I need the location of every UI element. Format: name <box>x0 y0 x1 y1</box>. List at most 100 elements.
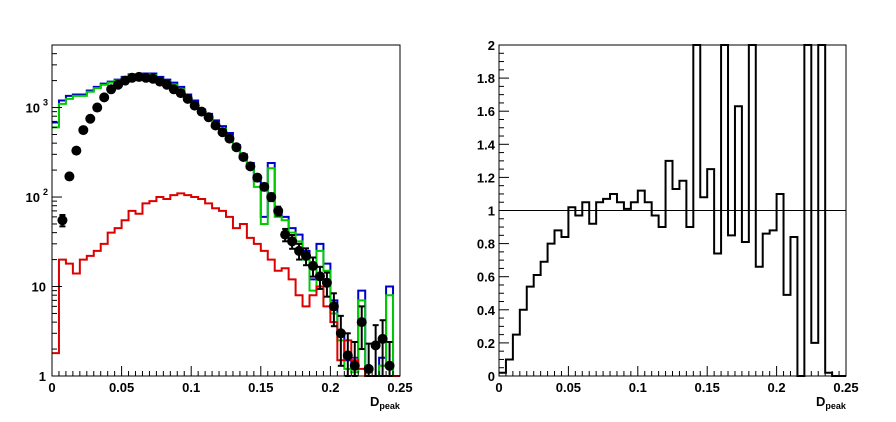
data-marker <box>356 317 367 328</box>
data-point <box>321 271 332 298</box>
y-tick-label: 2 <box>488 38 495 53</box>
data-point <box>328 292 339 328</box>
y-tick-label: 1.8 <box>477 71 495 86</box>
data-point <box>273 205 284 217</box>
data-marker <box>99 92 110 103</box>
data-point <box>287 234 298 250</box>
x-tick-label: 0.1 <box>629 380 647 395</box>
x-axis-title-subscript: peak <box>825 401 847 411</box>
data-marker <box>231 142 242 153</box>
data-point <box>335 314 346 367</box>
data-point <box>356 305 367 351</box>
data-marker <box>71 145 82 156</box>
data-marker <box>196 106 207 117</box>
data-point <box>217 127 228 138</box>
x-axis-title-main: D <box>370 394 379 409</box>
data-point <box>245 161 256 172</box>
y-tick-label: 0 <box>488 369 495 384</box>
x-axis-title-subscript: peak <box>379 401 401 411</box>
data-marker <box>335 328 346 339</box>
data-marker <box>203 112 214 123</box>
x-tick-label: 0.25 <box>833 380 858 395</box>
x-tick-label: 0.2 <box>321 380 339 395</box>
data-point <box>175 88 186 99</box>
data-point <box>252 172 263 183</box>
data-point <box>78 125 89 136</box>
x-tick-label: 0.05 <box>109 380 134 395</box>
data-marker <box>210 120 221 131</box>
data-marker <box>245 161 256 172</box>
y-tick-label: 1.2 <box>477 170 495 185</box>
y-tick-label: 10 <box>26 190 40 205</box>
data-point <box>259 181 270 192</box>
data-marker <box>92 102 103 113</box>
data-marker <box>342 350 353 361</box>
data-marker <box>238 152 249 163</box>
x-axis-title: Dpeak <box>816 394 847 411</box>
y-tick-label: 0.8 <box>477 237 495 252</box>
x-tick-label: 0.15 <box>695 380 720 395</box>
data-marker <box>328 301 339 312</box>
data-marker <box>314 271 325 282</box>
data-point <box>57 213 68 228</box>
y-tick-label: 1 <box>488 204 495 219</box>
data-marker <box>85 113 96 124</box>
data-marker <box>78 125 89 136</box>
x-tick-label: 0.05 <box>556 380 581 395</box>
y-tick-label: 0.6 <box>477 270 495 285</box>
data-marker <box>57 215 68 226</box>
data-marker <box>294 245 305 256</box>
data-point <box>294 242 305 261</box>
x-tick-label: 0.1 <box>182 380 200 395</box>
x-axis-title: Dpeak <box>370 394 401 411</box>
data-marker <box>301 250 312 261</box>
y-tick-label: 1.4 <box>477 137 496 152</box>
data-point <box>71 145 82 156</box>
x-tick-label: 0 <box>495 380 502 395</box>
right-panel-ratio: 0 0.05 0.1 0.15 0.2 0.25Dpeak00.20.40.60.811.… <box>477 38 859 411</box>
y-tick-label: 0.2 <box>477 336 495 351</box>
data-marker <box>182 93 193 104</box>
data-marker <box>252 172 263 183</box>
x-axis-title-main: D <box>816 394 825 409</box>
data-marker <box>266 192 277 203</box>
y-tick-label-exponent: 3 <box>43 98 48 108</box>
data-marker <box>321 277 332 288</box>
data-marker <box>64 171 75 182</box>
data-marker <box>384 360 395 371</box>
data-point <box>203 112 214 123</box>
data-marker <box>280 229 291 240</box>
x-tick-label: 0 <box>48 380 55 395</box>
data-point <box>210 120 221 131</box>
series-0-1-step <box>52 73 400 377</box>
data-marker <box>349 360 360 371</box>
y-tick-label: 1.6 <box>477 104 495 119</box>
data-marker <box>259 181 270 192</box>
data-point <box>280 227 291 243</box>
data-point <box>231 142 242 153</box>
data-point <box>189 100 200 111</box>
data-marker <box>363 363 374 374</box>
data-point <box>314 265 325 290</box>
data-marker <box>377 333 388 344</box>
x-tick-label: 0.25 <box>387 380 412 395</box>
data-point <box>64 171 75 182</box>
y-tick-label: 1 <box>39 369 46 384</box>
y-tick-label: 10 <box>32 280 46 295</box>
data-point <box>266 192 277 203</box>
data-marker <box>308 260 318 271</box>
data-point <box>238 152 249 163</box>
series-1-0-step <box>499 44 846 377</box>
data-marker <box>224 133 235 144</box>
data-marker <box>370 340 381 351</box>
data-point <box>224 133 235 144</box>
data-marker <box>189 100 200 111</box>
data-point <box>301 247 312 267</box>
data-point <box>182 93 193 104</box>
data-point <box>196 106 207 117</box>
data-marker <box>287 236 298 247</box>
data-marker <box>175 88 186 99</box>
x-tick-label: 0.2 <box>768 380 786 395</box>
y-tick-label: 0.4 <box>477 303 496 318</box>
